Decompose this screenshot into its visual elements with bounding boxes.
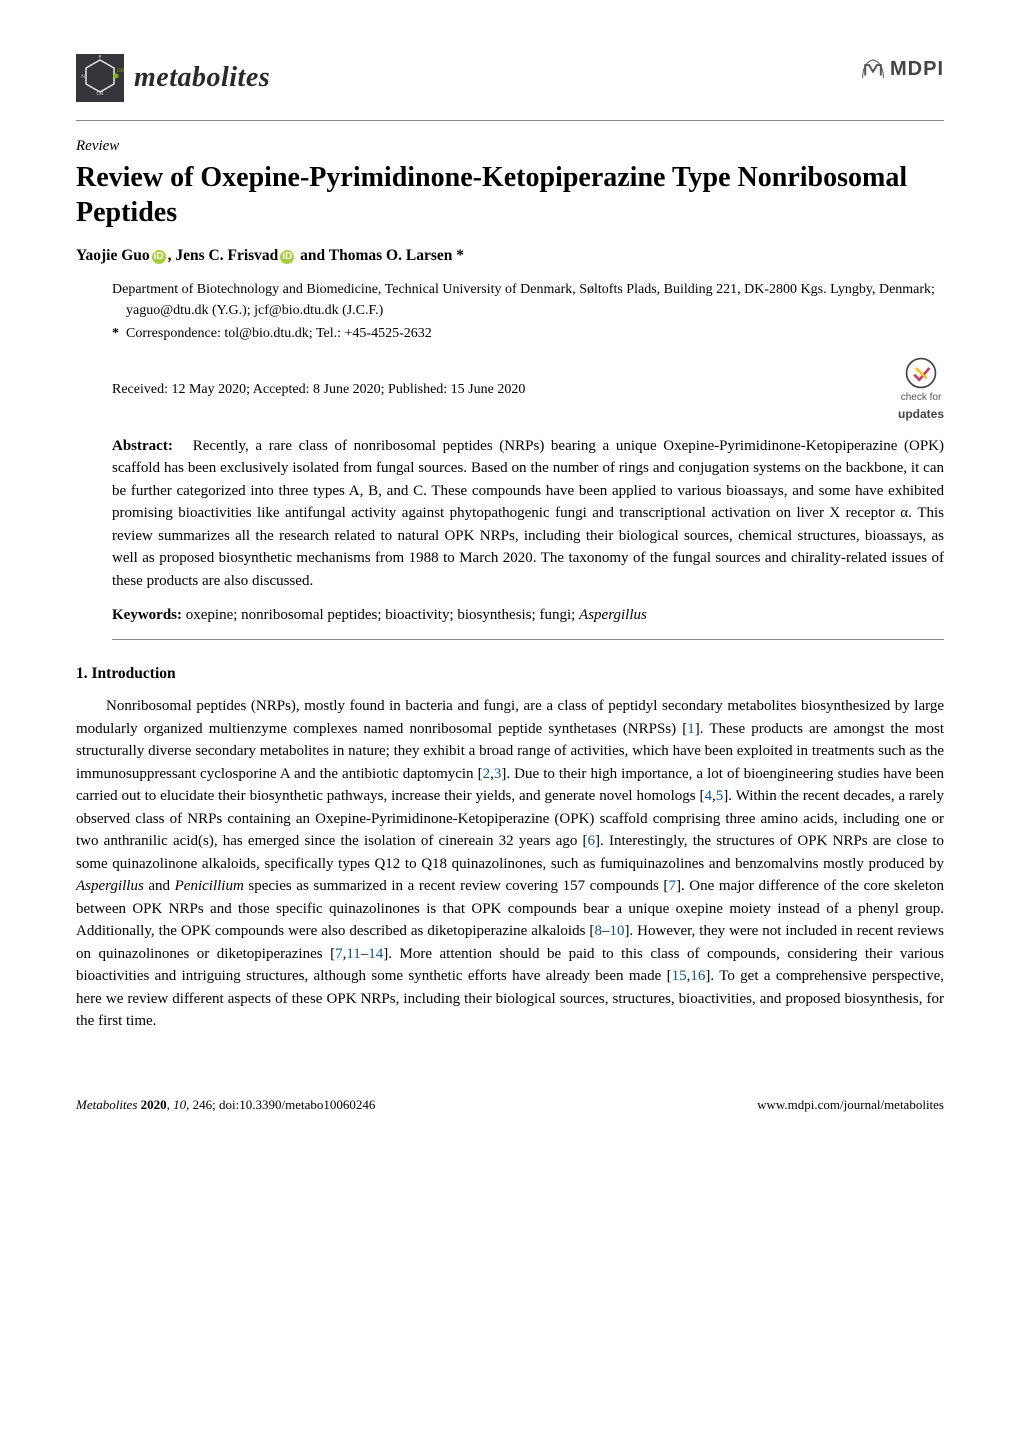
svg-text:OH: OH xyxy=(117,69,124,74)
ref-link[interactable]: 1 xyxy=(687,721,695,737)
keywords-label: Keywords: xyxy=(112,607,182,623)
mdpi-icon xyxy=(860,56,886,82)
publisher-logo: MDPI xyxy=(860,54,944,84)
section-heading: 1. Introduction xyxy=(76,662,944,685)
keywords-text: oxepine; nonribosomal peptides; bioactiv… xyxy=(186,607,647,623)
abstract-label: Abstract: xyxy=(112,438,173,454)
ref-link[interactable]: 7 xyxy=(335,946,343,962)
ref-link[interactable]: 8 xyxy=(594,923,602,939)
svg-text:H: H xyxy=(99,54,102,59)
author-1: Yaojie Guo xyxy=(76,247,150,264)
article-type: Review xyxy=(76,135,944,158)
affiliation: Department of Biotechnology and Biomedic… xyxy=(112,279,944,321)
page-footer: Metabolites 2020, 10, 246; doi:10.3390/m… xyxy=(76,1089,944,1115)
affiliation-block: Department of Biotechnology and Biomedic… xyxy=(76,279,944,344)
crossmark-icon xyxy=(904,356,938,390)
ref-link[interactable]: 10 xyxy=(609,923,624,939)
author-2: Jens C. Frisvad xyxy=(175,247,278,264)
orcid-icon[interactable]: iD xyxy=(152,250,166,264)
check-for-updates-badge[interactable]: check for updates xyxy=(898,356,944,423)
orcid-icon[interactable]: iD xyxy=(280,250,294,264)
ref-link[interactable]: 6 xyxy=(588,833,596,849)
ref-link[interactable]: 16 xyxy=(690,968,705,984)
introduction-paragraph: Nonribosomal peptides (NRPs), mostly fou… xyxy=(76,695,944,1033)
check-updates-top: check for xyxy=(901,390,942,405)
abstract-text: Recently, a rare class of nonribosomal p… xyxy=(112,438,944,589)
publication-dates: Received: 12 May 2020; Accepted: 8 June … xyxy=(112,379,525,400)
journal-name: metabolites xyxy=(134,57,270,99)
footer-journal-url[interactable]: www.mdpi.com/journal/metabolites xyxy=(757,1097,944,1112)
journal-logo: H N CH OH metabolites xyxy=(76,54,270,102)
ref-link[interactable]: 3 xyxy=(494,766,502,782)
ref-link[interactable]: 4 xyxy=(705,788,713,804)
author-3: Thomas O. Larsen xyxy=(329,247,453,264)
article-title: Review of Oxepine-Pyrimidinone-Ketopiper… xyxy=(76,160,944,230)
ref-link[interactable]: 15 xyxy=(672,968,687,984)
authors-line: Yaojie GuoiD, Jens C. FrisvadiD and Thom… xyxy=(76,244,944,267)
correspondence: * Correspondence: tol@bio.dtu.dk; Tel.: … xyxy=(112,323,944,344)
header-rule xyxy=(76,120,944,121)
svg-text:N: N xyxy=(81,75,85,80)
ref-link[interactable]: 7 xyxy=(668,878,676,894)
ref-link[interactable]: 5 xyxy=(716,788,724,804)
check-updates-bottom: updates xyxy=(898,405,944,423)
keywords: Keywords: oxepine; nonribosomal peptides… xyxy=(112,604,944,627)
publisher-name: MDPI xyxy=(890,54,944,84)
ref-link[interactable]: 2 xyxy=(483,766,491,782)
svg-text:CH: CH xyxy=(97,92,104,97)
ref-link[interactable]: 11 xyxy=(346,946,360,962)
ref-link[interactable]: 14 xyxy=(368,946,383,962)
metabolites-icon: H N CH OH xyxy=(76,54,124,102)
abstract: Abstract: Recently, a rare class of nonr… xyxy=(112,435,944,593)
keywords-rule xyxy=(112,639,944,640)
footer-citation: Metabolites 2020, 10, 246; doi:10.3390/m… xyxy=(76,1095,375,1115)
